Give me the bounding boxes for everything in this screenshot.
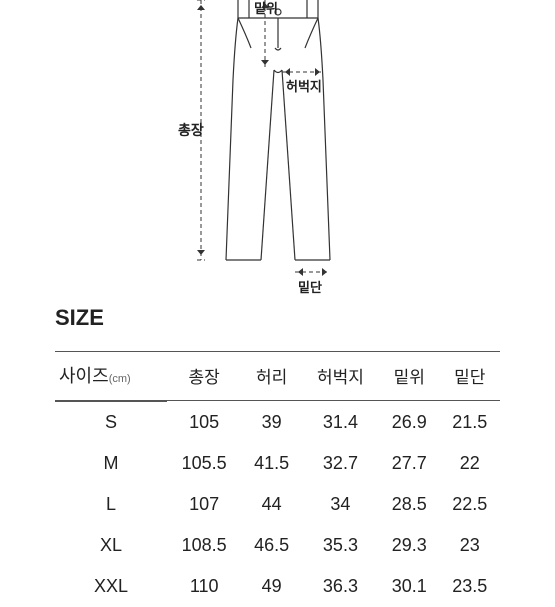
cell-value: 28.5 <box>379 484 439 525</box>
col-2: 허벅지 <box>302 352 379 401</box>
label-total-length: 총장 <box>178 122 204 138</box>
cell-value: 27.7 <box>379 443 439 484</box>
label-thigh: 허벅지 <box>286 79 322 94</box>
pants-diagram: 총장 밑위 허벅지 밑단 <box>55 0 500 300</box>
label-hem: 밑단 <box>298 280 322 295</box>
col-0: 총장 <box>167 352 242 401</box>
cell-size: XXL <box>55 566 167 607</box>
table-row: XXL1104936.330.123.5 <box>55 566 500 607</box>
cell-value: 23.5 <box>439 566 500 607</box>
size-label: 사이즈 <box>59 366 109 386</box>
cell-size: M <box>55 443 167 484</box>
table-row: S1053931.426.921.5 <box>55 402 500 443</box>
cell-value: 110 <box>167 566 242 607</box>
col-4: 밑단 <box>439 352 500 401</box>
cell-value: 30.1 <box>379 566 439 607</box>
cell-value: 46.5 <box>241 525 301 566</box>
size-heading: SIZE <box>55 305 500 331</box>
cell-size: XL <box>55 525 167 566</box>
cell-value: 105.5 <box>167 443 242 484</box>
cell-size: S <box>55 402 167 443</box>
cell-value: 31.4 <box>302 402 379 443</box>
cell-size: L <box>55 484 167 525</box>
table-row: L107443428.522.5 <box>55 484 500 525</box>
size-unit: (cm) <box>109 373 131 385</box>
size-table-wrap: 사이즈(cm) 총장 허리 허벅지 밑위 밑단 S1053931.426.921… <box>55 351 500 607</box>
cell-value: 108.5 <box>167 525 242 566</box>
cell-value: 26.9 <box>379 402 439 443</box>
label-rise2: 밑위 <box>254 1 278 16</box>
cell-value: 23 <box>439 525 500 566</box>
cell-value: 32.7 <box>302 443 379 484</box>
cell-value: 22.5 <box>439 484 500 525</box>
table-row: M105.541.532.727.722 <box>55 443 500 484</box>
cell-value: 34 <box>302 484 379 525</box>
cell-value: 105 <box>167 402 242 443</box>
cell-value: 29.3 <box>379 525 439 566</box>
col-3: 밑위 <box>379 352 439 401</box>
size-table: 사이즈(cm) 총장 허리 허벅지 밑위 밑단 S1053931.426.921… <box>55 352 500 607</box>
cell-value: 21.5 <box>439 402 500 443</box>
cell-value: 44 <box>241 484 301 525</box>
cell-value: 36.3 <box>302 566 379 607</box>
cell-value: 49 <box>241 566 301 607</box>
cell-value: 41.5 <box>241 443 301 484</box>
table-row: XL108.546.535.329.323 <box>55 525 500 566</box>
col-1: 허리 <box>241 352 301 401</box>
cell-value: 35.3 <box>302 525 379 566</box>
table-header-row: 사이즈(cm) 총장 허리 허벅지 밑위 밑단 <box>55 352 500 401</box>
col-size: 사이즈(cm) <box>55 352 167 401</box>
cell-value: 107 <box>167 484 242 525</box>
cell-value: 39 <box>241 402 301 443</box>
cell-value: 22 <box>439 443 500 484</box>
